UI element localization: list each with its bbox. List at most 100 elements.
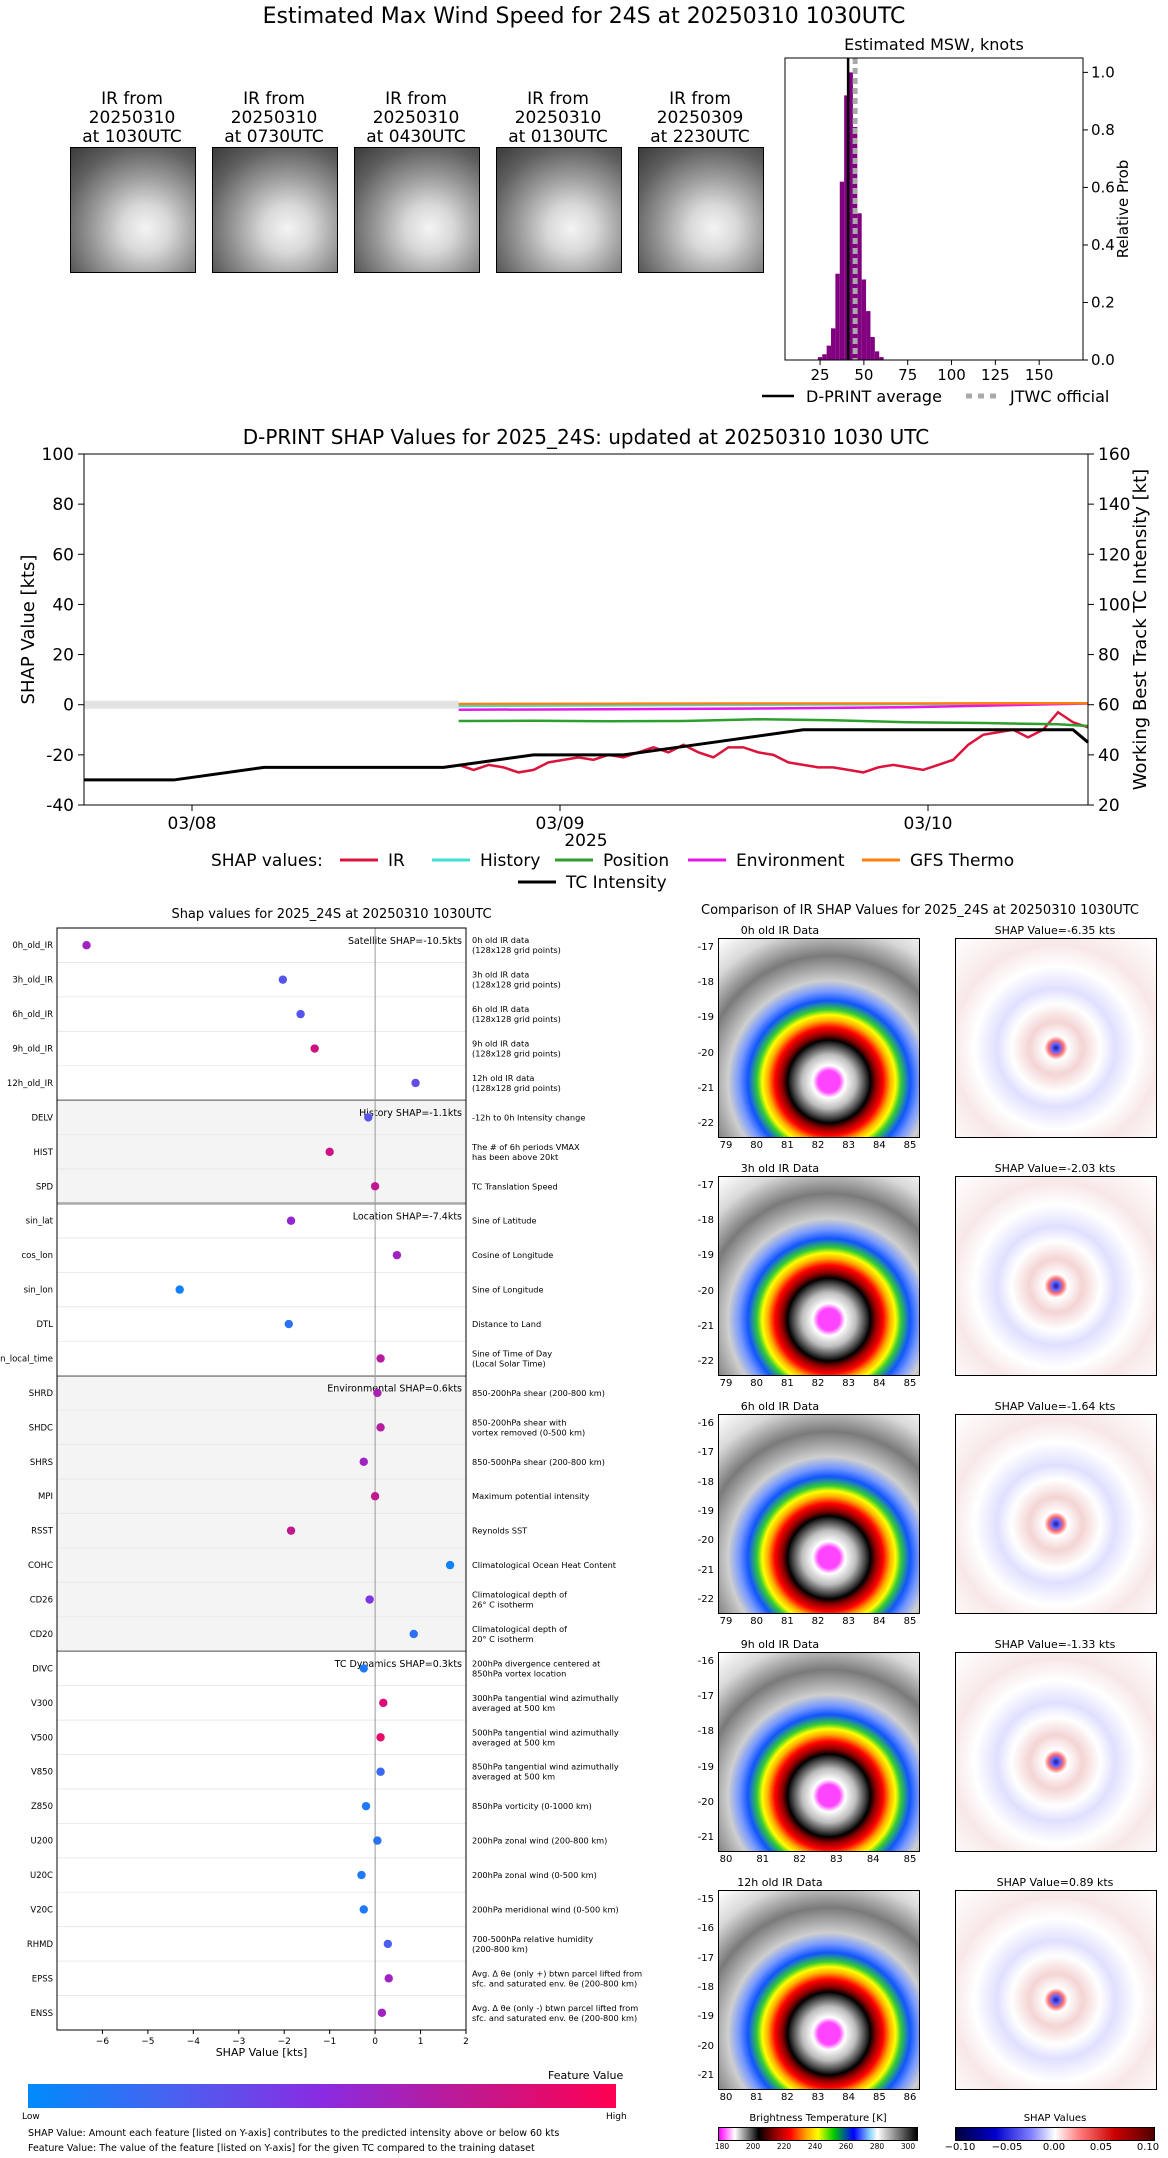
ir-thumbnail-caption-line: 20250310 xyxy=(230,108,318,128)
feature-value-low: Low xyxy=(22,2112,40,2122)
shap-tick-label: 0.10 xyxy=(1136,2142,1160,2153)
ir-thumbnail-caption: IR from 20250310 at 1030UTC xyxy=(52,90,212,147)
feature-shap-dot xyxy=(296,1009,305,1019)
ir-xtick-label: 83 xyxy=(842,1378,856,1389)
feature-description: 26° C isotherm xyxy=(472,1600,534,1610)
histogram-ytick-label: 0.8 xyxy=(1091,121,1115,139)
ir-compare-title: Comparison of IR SHAP Values for 2025_24… xyxy=(701,903,1139,918)
feature-name: ENSS xyxy=(30,2009,53,2019)
ir-ytick-label: -16 xyxy=(697,1923,714,1935)
footnote-feature: Feature Value: The value of the feature … xyxy=(28,2143,535,2154)
feature-name: Z850 xyxy=(31,1802,53,1812)
ir-xtick-label: 85 xyxy=(903,1378,917,1389)
feature-description: Sine of Latitude xyxy=(472,1216,537,1226)
ir-xtick-label: 79 xyxy=(719,1616,733,1627)
ir-row-left-title: 0h old IR Data xyxy=(740,924,820,937)
histogram-bar xyxy=(848,72,853,360)
ir-ytick-label: -21 xyxy=(697,1832,714,1843)
feature-shap-dot xyxy=(82,941,91,950)
feature-description: averaged at 500 km xyxy=(472,1737,555,1747)
feature-shap-dot xyxy=(376,1354,385,1363)
ir-ytick-label: -21 xyxy=(697,1082,714,1094)
histogram-bar xyxy=(826,345,832,360)
feature-name: 0h_old_IR xyxy=(12,941,53,951)
histogram-xtick-label: 75 xyxy=(898,366,917,384)
histogram-ylabel: Relative Prob xyxy=(1114,160,1132,259)
shap-xtick-label: −4 xyxy=(187,2037,201,2047)
brightness-temp-label: Brightness Temperature [K] xyxy=(749,2113,887,2124)
feature-description: averaged at 500 km xyxy=(472,1772,555,1782)
ts-legend-intensity: TC Intensity xyxy=(565,873,667,893)
ir-ytick-label: -20 xyxy=(697,1796,714,1808)
ts-ytick-label: 40 xyxy=(52,595,74,615)
feature-description: (128x128 grid points) xyxy=(472,945,561,955)
ir-ytick-label: -18 xyxy=(697,1982,714,1993)
ts-legend-label: SHAP values: xyxy=(211,851,323,871)
ir-xtick-label: 83 xyxy=(811,2092,825,2103)
feature-description: 700-500hPa relative humidity xyxy=(472,1934,593,1944)
ir-row-right-title: SHAP Value=-1.64 kts xyxy=(994,1400,1116,1413)
ir-row-left-title: 6h old IR Data xyxy=(740,1400,820,1413)
feature-description: 300hPa tangential wind azimuthally xyxy=(472,1693,619,1703)
histogram-ytick-label: 1.0 xyxy=(1091,63,1115,81)
feature-description: 850hPa vorticity (0-1000 km) xyxy=(472,1801,592,1811)
feature-description: Cosine of Longitude xyxy=(472,1250,553,1260)
page-title: Estimated Max Wind Speed for 24S at 2025… xyxy=(262,4,906,29)
ts-y2tick-label: 40 xyxy=(1098,746,1120,766)
ir-xtick-label: 80 xyxy=(719,1854,733,1865)
feature-description: Maximum potential intensity xyxy=(472,1491,590,1501)
ir-thumbnail-caption-line: at 1030UTC xyxy=(82,127,182,147)
feature-name: SHRS xyxy=(30,1458,53,1468)
histogram-bar xyxy=(817,357,823,360)
bt-tick-label: 300 xyxy=(900,2142,916,2151)
ts-ytick-label: -20 xyxy=(46,746,74,766)
feature-shap-dot xyxy=(379,1698,388,1708)
ir-thumbnail-caption-line: IR from xyxy=(527,89,589,109)
feature-shap-dot xyxy=(445,1560,455,1570)
ir-row-left-title: 12h old IR Data xyxy=(737,1876,823,1889)
ir-xtick-label: 81 xyxy=(756,1854,770,1865)
ir-thumbnail-image xyxy=(70,147,196,273)
ir-ytick-label: -22 xyxy=(697,1118,714,1129)
feature-description: 200hPa divergence centered at xyxy=(472,1658,601,1668)
bt-tick-label: 180 xyxy=(714,2142,730,2151)
shap-tick-label: 0.00 xyxy=(1042,2142,1066,2153)
feature-shap-dot xyxy=(409,1629,418,1639)
histogram-bar xyxy=(870,336,875,360)
bt-tick-label: 200 xyxy=(745,2142,761,2151)
feature-shap-dot xyxy=(384,1974,393,1983)
ir-xtick-label: 80 xyxy=(750,1140,764,1151)
ir-thumbnail-caption-line: at 0730UTC xyxy=(224,127,324,147)
ir-ytick-label: -22 xyxy=(697,1594,714,1605)
ir-xtick-label: 79 xyxy=(719,1378,733,1389)
feature-shap-dot xyxy=(278,975,288,984)
ir-ytick-label: -21 xyxy=(697,1564,714,1576)
feature-shap-dot xyxy=(175,1285,184,1294)
ir-row-right-title: SHAP Value=-1.33 kts xyxy=(994,1638,1116,1651)
feature-name: RSST xyxy=(31,1527,54,1537)
ts-ytick-label: 20 xyxy=(52,646,74,666)
ir-thumbnail-caption-line: at 2230UTC xyxy=(650,127,750,147)
feature-name: CD26 xyxy=(30,1596,53,1606)
shap-xtick-label: −3 xyxy=(232,2037,245,2047)
feature-description: sfc. and saturated env. θe (200-800 km) xyxy=(472,2013,637,2023)
feature-description: Reynolds SST xyxy=(472,1526,528,1536)
ts-ytick-label: 0 xyxy=(63,696,74,716)
feature-name: V300 xyxy=(31,1699,53,1709)
feature-shap-dot xyxy=(286,1216,296,1225)
ir-ytick-label: -18 xyxy=(697,1476,714,1488)
ir-thumbnail-image xyxy=(638,147,764,273)
ir-thumbnail-caption-line: at 0130UTC xyxy=(508,127,608,147)
ir-satellite-image xyxy=(718,1890,920,2090)
ir-ytick-label: -17 xyxy=(697,1952,714,1964)
ir-ytick-label: -21 xyxy=(697,1320,714,1332)
histogram-bar xyxy=(874,351,880,360)
feature-shap-dot xyxy=(377,2008,387,2017)
ir-xtick-label: 84 xyxy=(866,1854,880,1865)
feature-shap-dot xyxy=(286,1526,296,1535)
shap-panel-title: Shap values for 2025_24S at 20250310 103… xyxy=(171,907,491,922)
histogram-xtick-label: 125 xyxy=(981,366,1010,384)
feature-description: Avg. Δ θe (only +) btwn parcel lifted fr… xyxy=(472,1968,642,1978)
feature-description: Climatological Ocean Heat Content xyxy=(472,1560,617,1570)
feature-description: 850hPa tangential wind azimuthally xyxy=(472,1762,619,1772)
